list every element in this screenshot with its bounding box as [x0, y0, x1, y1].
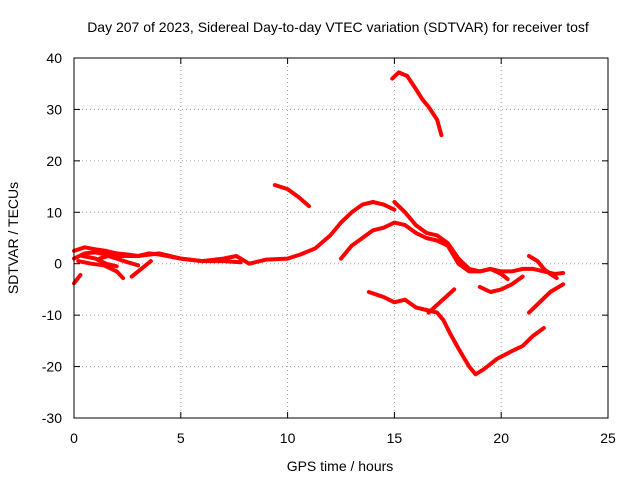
y-tick-label: 0 [54, 256, 62, 272]
series-arc-15 [366, 290, 546, 377]
series-arc-8 [272, 183, 311, 209]
plot-frame [73, 57, 609, 419]
series-layer [72, 70, 566, 377]
grid-layer [74, 58, 608, 418]
series-arc-12 [477, 274, 525, 294]
series-arc-13 [527, 254, 559, 281]
y-tick-label: 40 [46, 50, 62, 66]
y-tick-label: 30 [46, 101, 62, 117]
y-tick-label: -10 [42, 307, 62, 323]
series-arc-3 [72, 245, 243, 265]
series-arc-10 [339, 220, 566, 276]
series-arc-7 [80, 254, 119, 269]
y-tick-label: -20 [42, 359, 62, 375]
tick-label-layer: 0 5 10 15 20 25 -30 -20 -10 0 10 20 30 40 [42, 50, 616, 446]
x-tick-label: 0 [70, 430, 78, 446]
y-axis-title: SDTVAR / TECUs [5, 182, 21, 294]
series-arc-14 [527, 282, 566, 315]
x-axis-title: GPS time / hours [287, 458, 394, 474]
series-arc-11 [392, 200, 510, 282]
x-tick-label: 25 [600, 430, 616, 446]
series-arc-4 [76, 259, 126, 281]
y-tick-label: 10 [46, 204, 62, 220]
x-tick-label: 10 [280, 430, 296, 446]
tick-layer [73, 57, 609, 419]
series-arc-16 [426, 287, 457, 315]
x-tick-label: 15 [387, 430, 403, 446]
chart-title: Day 207 of 2023, Sidereal Day-to-day VTE… [87, 19, 589, 35]
series-arc-1 [72, 273, 83, 286]
series-arc-5 [97, 254, 141, 268]
x-tick-label: 20 [493, 430, 509, 446]
series-arc-6 [129, 259, 153, 279]
y-tick-label: -30 [42, 410, 62, 426]
series-arc-9 [390, 70, 444, 138]
x-tick-label: 5 [177, 430, 185, 446]
y-tick-label: 20 [46, 153, 62, 169]
